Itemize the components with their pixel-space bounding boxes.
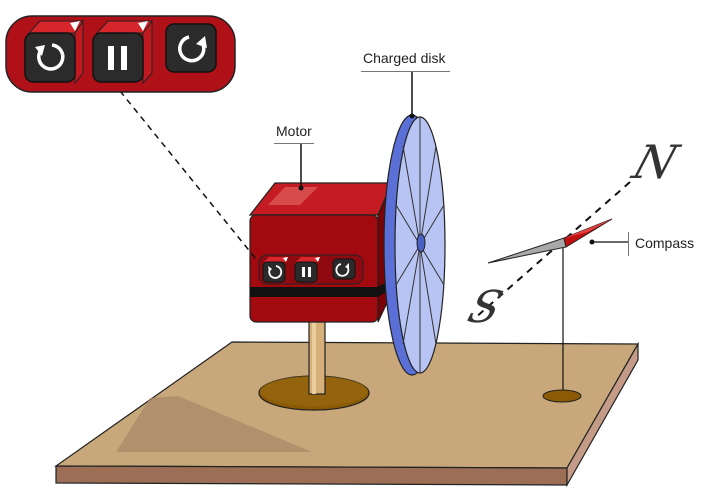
pause-button[interactable] bbox=[92, 19, 153, 85]
motor-reverse-button[interactable] bbox=[262, 257, 288, 283]
charged-disk bbox=[383, 114, 446, 376]
rotate-counterclockwise-icon bbox=[268, 265, 283, 279]
table-right-edge bbox=[566, 341, 639, 488]
disk-hub bbox=[416, 233, 426, 253]
reverse-button[interactable] bbox=[24, 19, 84, 85]
motor-pause-button[interactable] bbox=[294, 257, 320, 283]
table-shadow bbox=[116, 396, 312, 452]
disk-spokes bbox=[395, 117, 445, 373]
table-board bbox=[54, 341, 640, 488]
motor-forward-button[interactable] bbox=[332, 258, 356, 280]
stand-pole bbox=[308, 317, 326, 395]
motor bbox=[248, 182, 393, 323]
rotate-counterclockwise-icon bbox=[35, 43, 65, 71]
table-front-edge bbox=[55, 465, 568, 486]
motor-label: Motor bbox=[274, 121, 314, 144]
compass-label: Compass bbox=[628, 232, 697, 256]
forward-button[interactable] bbox=[165, 23, 217, 73]
motor-top bbox=[248, 182, 393, 216]
zoom-callout-line bbox=[119, 90, 257, 260]
motor-band bbox=[250, 287, 378, 297]
south-pole-label: S bbox=[462, 281, 509, 333]
pause-icon bbox=[302, 267, 311, 277]
rotate-clockwise-icon bbox=[178, 35, 207, 63]
pause-icon bbox=[108, 46, 127, 70]
compass-base bbox=[542, 389, 582, 403]
rotate-clockwise-icon bbox=[335, 263, 350, 277]
north-pole-label: N bbox=[625, 136, 685, 190]
motor-stand bbox=[258, 317, 370, 411]
compass-needle-south bbox=[487, 237, 567, 264]
north-south-axis bbox=[474, 181, 631, 319]
compass-needle-north bbox=[563, 218, 613, 248]
zoomed-control-panel bbox=[5, 15, 236, 93]
charged-disk-label: Charged disk bbox=[361, 48, 450, 72]
